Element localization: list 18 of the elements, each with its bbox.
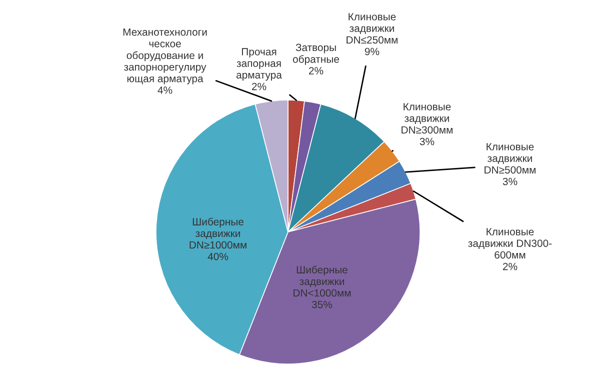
data-label: 4% [158,86,172,94]
slice-label: Шиберные задвижки DN<1000мм [294,266,351,297]
slice-label: Клиновые задвижки DN≤250мм [346,13,398,44]
slice-label: Затворы обратные [292,44,339,65]
data-label: 35% [312,300,332,308]
data-label: 2% [252,82,266,90]
slice-label: Клиновые задвижки DN300- 600мм [468,228,552,259]
slice-label: Прочая запорная арматура [236,48,282,81]
slice-label: Шиберные задвижки DN≥1000мм [190,218,246,249]
slice-label: Клиновые задвижки DN≥300мм [402,103,453,134]
data-label: 2% [502,262,518,270]
data-label: 9% [364,48,380,56]
data-label: 40% [208,252,228,260]
data-label: 3% [502,178,518,186]
data-label: 3% [420,138,434,146]
slice-label: Механотехнологи ческое оборудование и запорнорегулиру ющая арматура [123,28,207,84]
slice-label: Клиновые задвижки DN≥500мм [484,143,536,174]
data-label: 2% [308,67,324,74]
